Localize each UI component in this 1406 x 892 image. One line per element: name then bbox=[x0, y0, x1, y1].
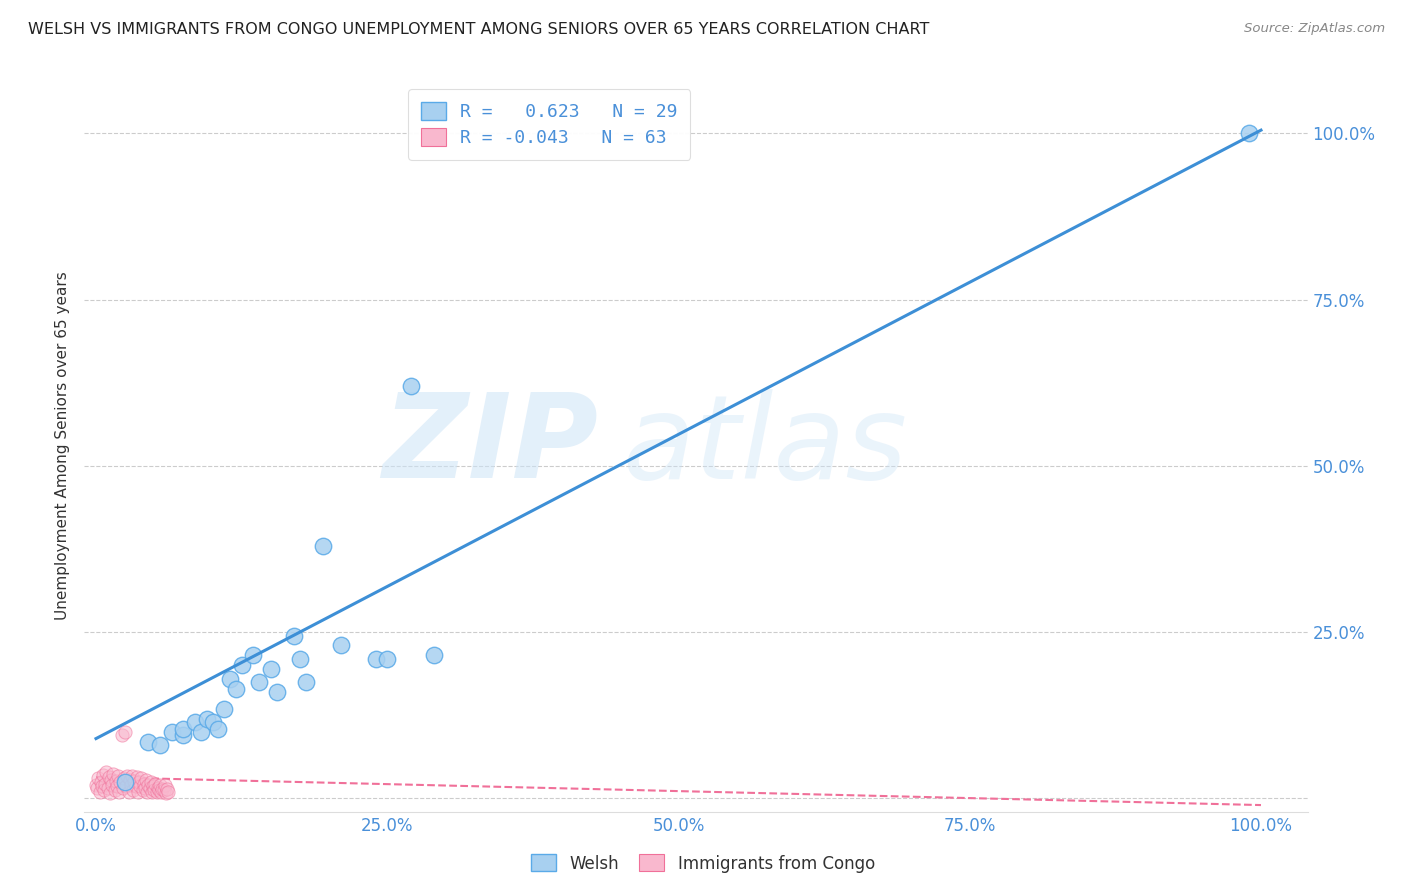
Point bbox=[160, 725, 183, 739]
Point bbox=[98, 786, 121, 800]
Point bbox=[129, 780, 152, 794]
Point bbox=[114, 774, 136, 789]
Point bbox=[120, 778, 142, 792]
Point bbox=[329, 639, 352, 653]
Point bbox=[97, 780, 120, 795]
Point bbox=[117, 769, 139, 783]
Point bbox=[122, 783, 145, 797]
Point bbox=[141, 785, 163, 799]
Point bbox=[112, 772, 135, 786]
Point bbox=[138, 778, 160, 792]
Y-axis label: Unemployment Among Seniors over 65 years: Unemployment Among Seniors over 65 years bbox=[55, 272, 70, 620]
Legend: Welsh, Immigrants from Congo: Welsh, Immigrants from Congo bbox=[524, 847, 882, 880]
Point bbox=[219, 672, 242, 686]
Point bbox=[107, 769, 129, 783]
Point bbox=[149, 778, 172, 792]
Point bbox=[115, 780, 138, 794]
Point bbox=[105, 780, 128, 794]
Point bbox=[114, 725, 136, 739]
Point bbox=[84, 778, 107, 792]
Point bbox=[87, 772, 110, 786]
Point bbox=[121, 769, 143, 783]
Point bbox=[375, 652, 398, 666]
Point bbox=[104, 783, 127, 797]
Point bbox=[124, 780, 146, 794]
Point bbox=[242, 648, 264, 663]
Point bbox=[111, 728, 134, 742]
Point bbox=[155, 786, 177, 800]
Text: Source: ZipAtlas.com: Source: ZipAtlas.com bbox=[1244, 22, 1385, 36]
Point bbox=[86, 781, 108, 796]
Point bbox=[110, 775, 132, 789]
Point bbox=[294, 675, 316, 690]
Point bbox=[111, 780, 134, 795]
Point bbox=[149, 738, 172, 752]
Point bbox=[1239, 127, 1261, 141]
Point bbox=[103, 767, 125, 781]
Point bbox=[125, 770, 148, 784]
Point bbox=[153, 778, 176, 792]
Point bbox=[172, 722, 194, 736]
Point bbox=[145, 777, 167, 791]
Point bbox=[131, 772, 153, 786]
Text: atlas: atlas bbox=[623, 389, 908, 503]
Point bbox=[89, 785, 111, 799]
Point bbox=[128, 775, 150, 789]
Point bbox=[108, 785, 131, 799]
Point bbox=[124, 774, 146, 789]
Point bbox=[288, 652, 311, 666]
Point bbox=[152, 782, 174, 797]
Point bbox=[423, 648, 446, 663]
Point bbox=[247, 675, 270, 690]
Point bbox=[97, 770, 120, 784]
Point bbox=[118, 772, 141, 787]
Point bbox=[312, 539, 335, 553]
Point bbox=[157, 785, 180, 799]
Point bbox=[146, 780, 169, 795]
Point bbox=[139, 775, 162, 789]
Point bbox=[212, 701, 235, 715]
Point bbox=[184, 714, 207, 729]
Point bbox=[93, 783, 115, 797]
Point bbox=[104, 774, 127, 789]
Point bbox=[156, 782, 179, 797]
Point bbox=[145, 785, 167, 799]
Text: ZIP: ZIP bbox=[382, 389, 598, 503]
Point bbox=[96, 764, 118, 779]
Point bbox=[135, 772, 157, 787]
Point bbox=[117, 785, 139, 799]
Point bbox=[101, 778, 124, 792]
Point bbox=[134, 780, 156, 795]
Point bbox=[138, 735, 160, 749]
Point bbox=[207, 722, 229, 736]
Point bbox=[399, 379, 422, 393]
Point bbox=[94, 777, 117, 791]
Point bbox=[260, 662, 283, 676]
Legend: R =   0.623   N = 29, R = -0.043   N = 63: R = 0.623 N = 29, R = -0.043 N = 63 bbox=[408, 89, 690, 160]
Point bbox=[225, 681, 247, 696]
Point bbox=[231, 658, 253, 673]
Point bbox=[138, 780, 160, 795]
Point bbox=[364, 652, 387, 666]
Point bbox=[172, 728, 194, 742]
Point bbox=[90, 774, 112, 789]
Point bbox=[142, 780, 165, 794]
Point bbox=[91, 768, 114, 782]
Text: WELSH VS IMMIGRANTS FROM CONGO UNEMPLOYMENT AMONG SENIORS OVER 65 YEARS CORRELAT: WELSH VS IMMIGRANTS FROM CONGO UNEMPLOYM… bbox=[28, 22, 929, 37]
Point bbox=[148, 783, 170, 797]
Point bbox=[190, 725, 212, 739]
Point bbox=[132, 777, 155, 791]
Point bbox=[143, 783, 166, 797]
Point bbox=[195, 712, 218, 726]
Point bbox=[266, 685, 288, 699]
Point bbox=[90, 780, 112, 794]
Point bbox=[127, 785, 149, 799]
Point bbox=[201, 714, 224, 729]
Point bbox=[283, 628, 305, 642]
Point bbox=[152, 783, 174, 797]
Point bbox=[150, 785, 173, 799]
Point bbox=[131, 783, 153, 797]
Point bbox=[100, 772, 122, 787]
Point bbox=[136, 785, 159, 799]
